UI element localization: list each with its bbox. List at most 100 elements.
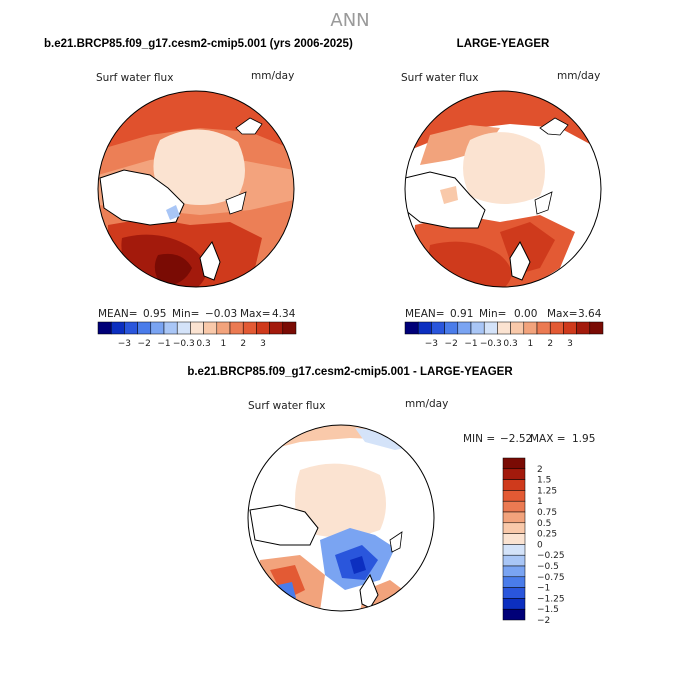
colorbar-swatch — [502, 490, 526, 502]
colorbar-tick-label: −2 — [537, 616, 550, 626]
right-mean-value: 0.91 — [450, 308, 473, 320]
right-max-label: Max= — [547, 308, 578, 320]
left-min-label: Min= — [172, 308, 199, 320]
colorbar-swatch — [457, 321, 472, 335]
colorbar-swatch — [589, 321, 604, 335]
panel-right-variable: Surf water flux — [401, 72, 478, 84]
colorbar-tick-label: 0.5 — [537, 519, 551, 529]
colorbar-swatch — [256, 321, 270, 335]
right-max-value: 3.64 — [578, 308, 602, 320]
left-mean-label: MEAN= — [98, 308, 138, 320]
figure-title: ANN — [330, 10, 369, 31]
colorbar-tick-label: 3 — [567, 339, 573, 349]
colorbar-swatch — [536, 321, 551, 335]
colorbar-swatch — [110, 321, 125, 335]
colorbar-swatch — [431, 321, 445, 335]
colorbar-tick-label: 2 — [547, 339, 553, 349]
colorbar-tick-label: −1 — [464, 339, 477, 349]
colorbar-tick-label: 0.3 — [196, 339, 210, 349]
colorbar-swatch — [497, 321, 511, 335]
colorbar-swatch — [502, 479, 526, 491]
panel-diff-heading: b.e21.BRCP85.f09_g17.cesm2-cmip5.001 - L… — [187, 366, 513, 378]
colorbar-swatch — [502, 554, 526, 567]
map-left — [98, 91, 294, 287]
colorbar-swatch — [576, 321, 591, 335]
panel-left-variable: Surf water flux — [96, 72, 173, 84]
colorbar-swatch — [269, 321, 284, 335]
colorbar-swatch — [502, 587, 526, 599]
colorbar-right: −3 −2 −1 −0.3 0.3 1 2 3 — [404, 321, 604, 349]
colorbar-swatch — [137, 321, 152, 335]
colorbar-swatch — [502, 511, 526, 524]
right-mean-label: MEAN= — [405, 308, 445, 320]
colorbar-swatch — [502, 500, 526, 513]
panel-left: b.e21.BRCP85.f09_g17.cesm2-cmip5.001 (yr… — [44, 38, 353, 349]
colorbar-tick-label: 0 — [537, 540, 543, 550]
left-max-value: 4.34 — [272, 308, 296, 320]
panel-right: LARGE-YEAGER Surf water flux mm/day MEAN… — [401, 38, 604, 349]
colorbar-tick-label: −0.25 — [537, 551, 565, 561]
colorbar-tick-label: −2 — [445, 339, 458, 349]
colorbar-tick-label: −0.3 — [173, 339, 195, 349]
diff-min-label: MIN = — [463, 433, 495, 445]
left-max-label: Max= — [240, 308, 271, 320]
colorbar-swatch — [483, 321, 498, 335]
right-min-label: Min= — [479, 308, 506, 320]
colorbar-swatch — [502, 468, 526, 480]
colorbar-swatch — [502, 608, 526, 621]
panel-diff-units: mm/day — [405, 398, 448, 410]
colorbar-swatch — [216, 321, 231, 335]
panel-diff-variable: Surf water flux — [248, 400, 325, 412]
colorbar-swatch — [190, 321, 204, 335]
colorbar-swatch — [502, 565, 526, 578]
panel-right-units: mm/day — [557, 70, 600, 82]
colorbar-tick-label: −1.5 — [537, 605, 559, 615]
map-left-border — [97, 90, 295, 288]
colorbar-swatch — [229, 321, 244, 335]
colorbar-swatch — [444, 321, 459, 335]
colorbar-tick-label: 1.25 — [537, 486, 557, 496]
colorbar-tick-label: −0.5 — [537, 562, 559, 572]
left-min-value: −0.03 — [205, 308, 237, 320]
colorbar-tick-label: −3 — [425, 339, 438, 349]
colorbar-swatch — [176, 321, 191, 335]
colorbar-swatch — [470, 321, 485, 335]
colorbar-swatch — [203, 321, 218, 335]
panel-left-units: mm/day — [251, 70, 294, 82]
colorbar-tick-label: 1 — [537, 497, 543, 507]
colorbar-tick-label: −1 — [157, 339, 170, 349]
colorbar-swatch — [502, 544, 526, 556]
colorbar-tick-label: −3 — [118, 339, 131, 349]
map-right — [405, 91, 601, 287]
panel-left-stats: MEAN= 0.95 Min= −0.03 Max= 4.34 — [98, 308, 296, 320]
right-min-value: 0.00 — [514, 308, 537, 320]
panel-diff: b.e21.BRCP85.f09_g17.cesm2-cmip5.001 - L… — [187, 366, 595, 626]
colorbar-swatch — [404, 321, 419, 335]
colorbar-swatch — [563, 321, 577, 335]
colorbar-tick-label: 0.3 — [503, 339, 517, 349]
map-diff — [248, 425, 434, 611]
colorbar-tick-label: 1 — [221, 339, 227, 349]
colorbar-tick-label: 1 — [528, 339, 534, 349]
diff-min-value: −2.52 — [500, 433, 532, 445]
colorbar-tick-label: 0.25 — [537, 530, 557, 540]
colorbar-tick-label: −0.3 — [480, 339, 502, 349]
colorbar-swatch — [124, 321, 138, 335]
colorbar-tick-label: 2 — [537, 465, 543, 475]
colorbar-tick-label: −0.75 — [537, 573, 565, 583]
colorbar-swatch — [502, 457, 526, 470]
colorbar-tick-label: 2 — [240, 339, 246, 349]
colorbar-tick-label: −2 — [138, 339, 151, 349]
panel-right-stats: MEAN= 0.91 Min= 0.00 Max= 3.64 — [405, 308, 602, 320]
colorbar-swatch — [502, 576, 526, 588]
map-right-border — [404, 90, 602, 288]
colorbar-swatch — [502, 598, 526, 610]
colorbar-swatch — [417, 321, 432, 335]
colorbar-tick-label: 0.75 — [537, 508, 557, 518]
colorbar-diff: 21.51.2510.750.50.250−0.25−0.5−0.75−1−1.… — [502, 457, 565, 626]
colorbar-tick-label: 3 — [260, 339, 266, 349]
colorbar-tick-label: 1.5 — [537, 476, 551, 486]
colorbar-swatch — [510, 321, 525, 335]
panel-left-heading: b.e21.BRCP85.f09_g17.cesm2-cmip5.001 (yr… — [44, 38, 353, 50]
